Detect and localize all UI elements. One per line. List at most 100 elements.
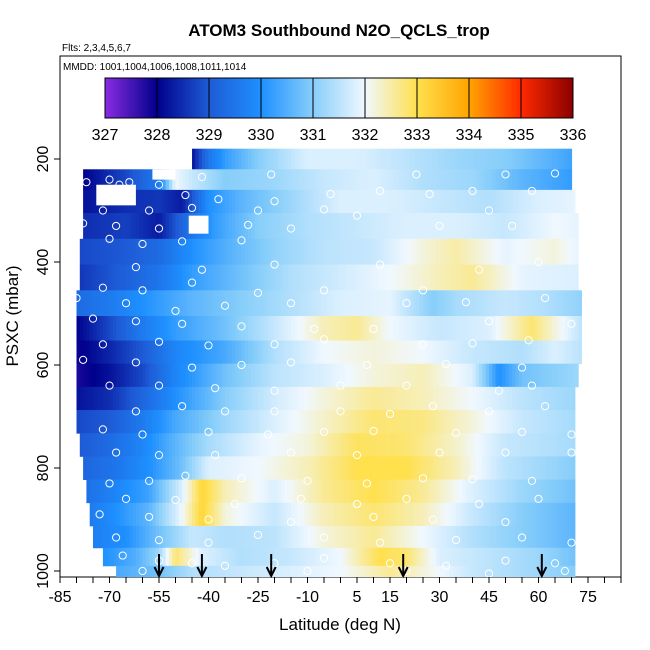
heatmap-cell bbox=[116, 340, 120, 365]
heatmap-cell bbox=[330, 410, 335, 434]
heatmap-cell bbox=[561, 316, 566, 341]
heatmap-cell bbox=[469, 189, 474, 214]
heatmap-cell bbox=[139, 410, 144, 434]
sample-point bbox=[352, 451, 362, 460]
heatmap-cell bbox=[340, 264, 345, 291]
heatmap-cell bbox=[277, 316, 282, 341]
heatmap-cell bbox=[267, 148, 272, 170]
heatmap-cell bbox=[307, 363, 312, 388]
heatmap-cell bbox=[492, 386, 497, 411]
heatmap-cell bbox=[419, 433, 424, 457]
heatmap-cell bbox=[234, 502, 239, 527]
heatmap-cell bbox=[178, 189, 183, 214]
heatmap-cell bbox=[465, 148, 470, 170]
heatmap-cell bbox=[446, 525, 450, 549]
heatmap-cell bbox=[426, 479, 431, 504]
x-axis-tick-label: -25 bbox=[246, 589, 269, 606]
heatmap-cell bbox=[340, 340, 345, 365]
heatmap-cell bbox=[515, 386, 520, 411]
heatmap-cell bbox=[419, 410, 424, 434]
heatmap-cell bbox=[469, 410, 474, 434]
heatmap-cell bbox=[558, 169, 563, 191]
heatmap-cell bbox=[241, 525, 246, 549]
heatmap-cell bbox=[139, 290, 144, 317]
heatmap-cell bbox=[531, 525, 536, 549]
heatmap-cell bbox=[139, 479, 144, 504]
heatmap-cell bbox=[432, 456, 437, 480]
heatmap-cell bbox=[452, 213, 457, 240]
heatmap-cell bbox=[489, 169, 493, 191]
heatmap-cell bbox=[406, 169, 411, 191]
sample-point bbox=[507, 221, 517, 231]
heatmap-cell bbox=[267, 456, 272, 480]
heatmap-cell bbox=[393, 290, 398, 317]
heatmap-cell bbox=[479, 213, 483, 240]
heatmap-cell bbox=[456, 456, 460, 480]
heatmap-cell bbox=[390, 290, 394, 317]
heatmap-cell bbox=[238, 456, 243, 480]
heatmap-cell bbox=[228, 148, 233, 170]
heatmap-cell bbox=[221, 565, 226, 577]
heatmap-cell bbox=[353, 410, 358, 434]
heatmap-cell bbox=[472, 433, 477, 457]
heatmap-cell bbox=[294, 213, 299, 240]
heatmap-cell bbox=[126, 264, 130, 291]
heatmap-cell bbox=[211, 456, 216, 480]
heatmap-cell bbox=[465, 433, 470, 457]
heatmap-cell bbox=[340, 148, 345, 170]
heatmap-cell bbox=[373, 433, 378, 457]
heatmap-cell bbox=[314, 189, 318, 214]
heatmap-cell bbox=[99, 290, 104, 317]
heatmap-cell bbox=[188, 340, 193, 365]
heatmap-cell bbox=[505, 433, 510, 457]
heatmap-cell bbox=[413, 410, 417, 434]
sample-point bbox=[204, 427, 213, 437]
heatmap-cell bbox=[142, 189, 147, 214]
heatmap-cell bbox=[178, 264, 183, 291]
heatmap-cell bbox=[386, 148, 391, 170]
heatmap-cell bbox=[333, 290, 338, 317]
heatmap-cell bbox=[251, 456, 256, 480]
heatmap-cell bbox=[277, 502, 282, 527]
heatmap-cell bbox=[545, 502, 549, 527]
heatmap-cell bbox=[452, 386, 457, 411]
heatmap-cell bbox=[459, 525, 464, 549]
heatmap-cell bbox=[135, 213, 140, 240]
heatmap-cell bbox=[231, 316, 236, 341]
heatmap-cell bbox=[330, 565, 335, 577]
heatmap-cell bbox=[129, 290, 134, 317]
heatmap-cell bbox=[376, 148, 381, 170]
heatmap-cell bbox=[258, 410, 262, 434]
heatmap-cell bbox=[409, 316, 414, 341]
heatmap-cell bbox=[178, 565, 183, 577]
sample-point bbox=[154, 180, 164, 189]
heatmap-cell bbox=[555, 189, 559, 214]
heatmap-cell bbox=[258, 148, 262, 170]
heatmap-cell bbox=[432, 238, 437, 265]
heatmap-cell bbox=[347, 316, 351, 341]
heatmap-cell bbox=[383, 189, 388, 214]
heatmap-cell bbox=[251, 433, 256, 457]
sample-point bbox=[442, 561, 451, 570]
heatmap-cell bbox=[396, 238, 401, 265]
heatmap-cell bbox=[155, 316, 160, 341]
heatmap-cell bbox=[324, 213, 328, 240]
heatmap-cell bbox=[261, 189, 266, 214]
heatmap-cell bbox=[116, 386, 120, 411]
heatmap-cell bbox=[360, 410, 365, 434]
heatmap-cell bbox=[159, 316, 163, 341]
heatmap-cell bbox=[522, 148, 526, 170]
heatmap-cell bbox=[383, 433, 388, 457]
heatmap-cell bbox=[168, 340, 173, 365]
heatmap-cell bbox=[86, 433, 91, 457]
heatmap-cell bbox=[254, 433, 259, 457]
heatmap-cell bbox=[426, 316, 431, 341]
heatmap-cell bbox=[429, 169, 434, 191]
heatmap-cell bbox=[205, 410, 210, 434]
heatmap-cell bbox=[225, 410, 229, 434]
heatmap-cell bbox=[291, 386, 295, 411]
heatmap-cell bbox=[215, 340, 219, 365]
heatmap-cell bbox=[525, 410, 530, 434]
heatmap-cell bbox=[436, 525, 441, 549]
heatmap-cell bbox=[449, 340, 454, 365]
